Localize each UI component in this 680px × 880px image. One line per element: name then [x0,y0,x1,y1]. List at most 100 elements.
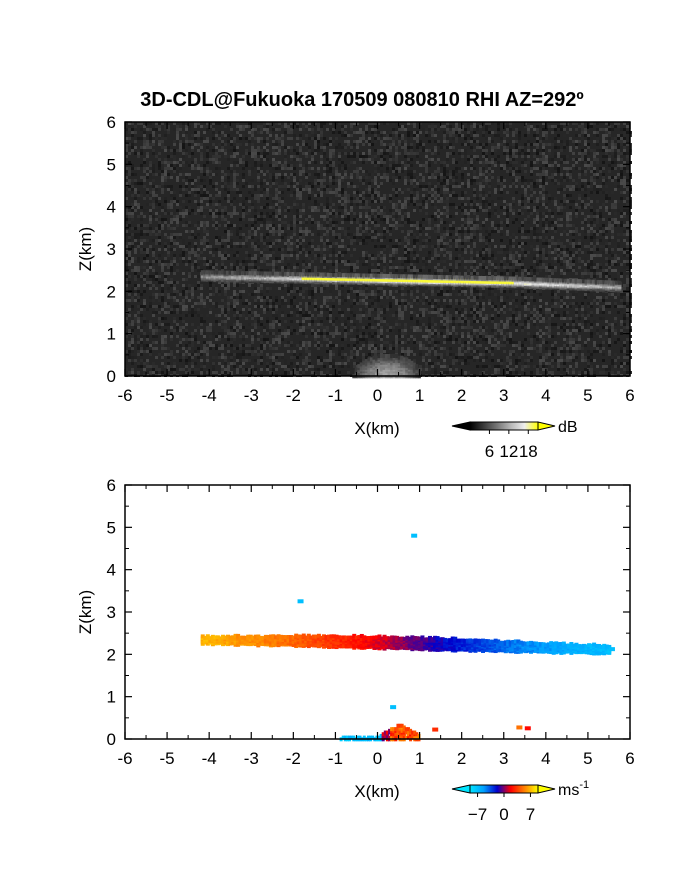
noise-cell [584,215,587,218]
noise-cell [131,188,134,191]
noise-cell [419,122,422,125]
noise-cell [296,194,299,197]
noise-cell [173,236,176,239]
noise-cell [524,254,527,257]
noise-cell [134,239,137,242]
noise-cell [407,161,410,164]
noise-cell [317,230,320,233]
noise-cell [248,122,251,125]
noise-cell [287,176,290,179]
noise-cell [167,206,170,209]
noise-cell [476,125,479,128]
noise-cell [173,155,176,158]
noise-cell [530,164,533,167]
noise-cell [506,263,509,266]
noise-cell [158,161,161,164]
noise-cell [593,152,596,155]
noise-cell [485,194,488,197]
noise-cell [569,167,572,170]
noise-cell [152,194,155,197]
noise-cell [323,227,326,230]
noise-cell [299,215,302,218]
noise-cell [137,149,140,152]
figure-title: 3D-CDL@Fukuoka 170509 080810 RHI AZ=292º [140,89,584,111]
noise-cell [128,146,131,149]
noise-cell [353,131,356,134]
noise-cell [251,245,254,248]
noise-cell [605,122,608,125]
noise-cell [428,224,431,227]
noise-cell [242,215,245,218]
noise-cell [254,209,257,212]
noise-cell [281,191,284,194]
noise-cell [206,203,209,206]
noise-cell [152,137,155,140]
noise-cell [254,137,257,140]
noise-cell [134,209,137,212]
noise-cell [491,221,494,224]
noise-cell [398,125,401,128]
noise-cell [323,176,326,179]
noise-cell [371,173,374,176]
noise-cell [137,137,140,140]
noise-cell [365,155,368,158]
noise-cell [125,146,128,149]
noise-cell [356,191,359,194]
noise-cell [611,146,614,149]
noise-cell [614,221,617,224]
noise-cell [434,185,437,188]
noise-cell [566,173,569,176]
noise-cell [368,125,371,128]
noise-cell [296,122,299,125]
noise-cell [230,164,233,167]
noise-cell [413,197,416,200]
noise-cell [161,218,164,221]
noise-cell [566,257,569,260]
noise-cell [524,149,527,152]
noise-cell [248,209,251,212]
noise-cell [449,206,452,209]
noise-cell [260,170,263,173]
noise-cell [479,182,482,185]
noise-cell [338,143,341,146]
noise-cell [551,173,554,176]
noise-cell [257,200,260,203]
noise-cell [182,134,185,137]
noise-cell [155,227,158,230]
noise-cell [134,203,137,206]
noise-cell [326,257,329,260]
noise-cell [323,137,326,140]
noise-cell [506,170,509,173]
noise-cell [299,230,302,233]
noise-cell [260,164,263,167]
noise-cell [428,164,431,167]
noise-cell [359,152,362,155]
noise-cell [425,251,428,254]
noise-cell [134,188,137,191]
noise-cell [467,134,470,137]
noise-cell [368,218,371,221]
noise-cell [401,191,404,194]
noise-cell [476,134,479,137]
noise-cell [155,218,158,221]
noise-cell [434,221,437,224]
noise-cell [239,143,242,146]
noise-cell [341,188,344,191]
noise-cell [464,161,467,164]
noise-cell [275,209,278,212]
noise-cell [257,206,260,209]
noise-cell [494,239,497,242]
noise-cell [515,185,518,188]
noise-cell [473,194,476,197]
noise-cell [506,254,509,257]
noise-cell [212,158,215,161]
noise-cell [128,257,131,260]
noise-cell [407,173,410,176]
noise-cell [416,227,419,230]
noise-cell [590,260,593,263]
noise-cell [227,203,230,206]
noise-cell [242,167,245,170]
noise-cell [461,242,464,245]
noise-cell [359,197,362,200]
noise-cell [380,185,383,188]
